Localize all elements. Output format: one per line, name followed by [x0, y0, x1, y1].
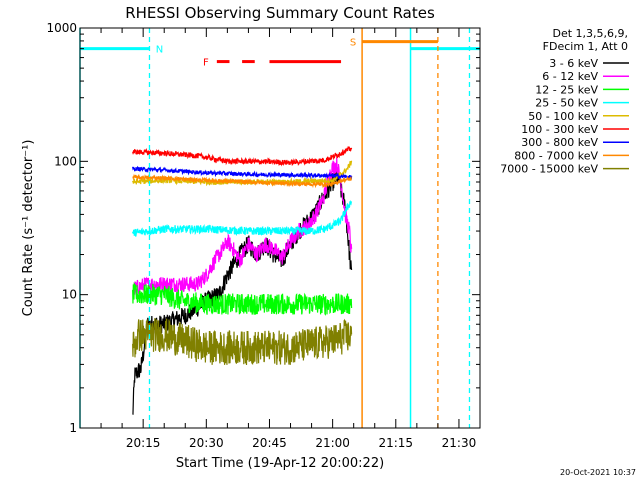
series-layer	[132, 146, 353, 416]
chart-title: RHESSI Observing Summary Count Rates	[125, 4, 435, 22]
series-line-6	[132, 165, 353, 180]
footer-timestamp: 20-Oct-2021 10:37	[560, 468, 636, 477]
legend-label-3: 25 - 50 keV	[535, 97, 598, 110]
y-tick-label: 1000	[46, 21, 77, 35]
y-axis-label: Count Rate (s⁻¹ detector⁻¹)	[21, 140, 36, 317]
legend-label-2: 12 - 25 keV	[535, 83, 598, 96]
y-tick-label: 1	[69, 421, 77, 435]
legend-label-4: 50 - 100 keV	[528, 110, 598, 123]
series-line-2	[132, 281, 353, 316]
axes-layer: 1 10 100 1000 20:15 20:30 20:45 21:00 21:15 21:30	[46, 21, 481, 450]
annotation-night-label: N	[156, 45, 163, 56]
y-tick-label: 100	[54, 154, 77, 168]
x-tick-label: 21:30	[442, 436, 477, 450]
plot-frame	[79, 27, 481, 429]
legend-label-0: 3 - 6 keV	[549, 57, 598, 70]
x-tick-label: 20:45	[252, 436, 287, 450]
series-line-8	[132, 318, 353, 365]
legend-label-7: 800 - 7000 keV	[514, 149, 598, 162]
annotation-flare-label: F	[203, 58, 209, 69]
series-line-3	[132, 200, 353, 237]
series-line-7	[132, 173, 352, 189]
x-tick-label: 20:15	[126, 436, 161, 450]
x-tick-label: 21:00	[315, 436, 350, 450]
series-line-1	[132, 157, 353, 295]
legend-label-6: 300 - 800 keV	[521, 136, 598, 149]
series-line-5	[132, 146, 353, 167]
x-tick-label: 21:15	[378, 436, 413, 450]
legend-label-8: 7000 - 15000 keV	[500, 163, 598, 176]
legend-label-1: 6 - 12 keV	[542, 70, 598, 83]
x-axis-label: Start Time (19-Apr-12 20:00:22)	[176, 456, 384, 471]
legend-header-line-2: FDecim 1, Att 0	[543, 40, 628, 53]
legend-label-5: 100 - 300 keV	[521, 123, 598, 136]
annotation-saa-label: S	[350, 38, 356, 49]
legend: Det 1,3,5,6,9, FDecim 1, Att 0 3 - 6 keV…	[500, 27, 629, 176]
x-tick-label: 20:30	[189, 436, 224, 450]
y-tick-label: 10	[62, 288, 77, 302]
legend-header-line-1: Det 1,3,5,6,9,	[552, 27, 628, 40]
